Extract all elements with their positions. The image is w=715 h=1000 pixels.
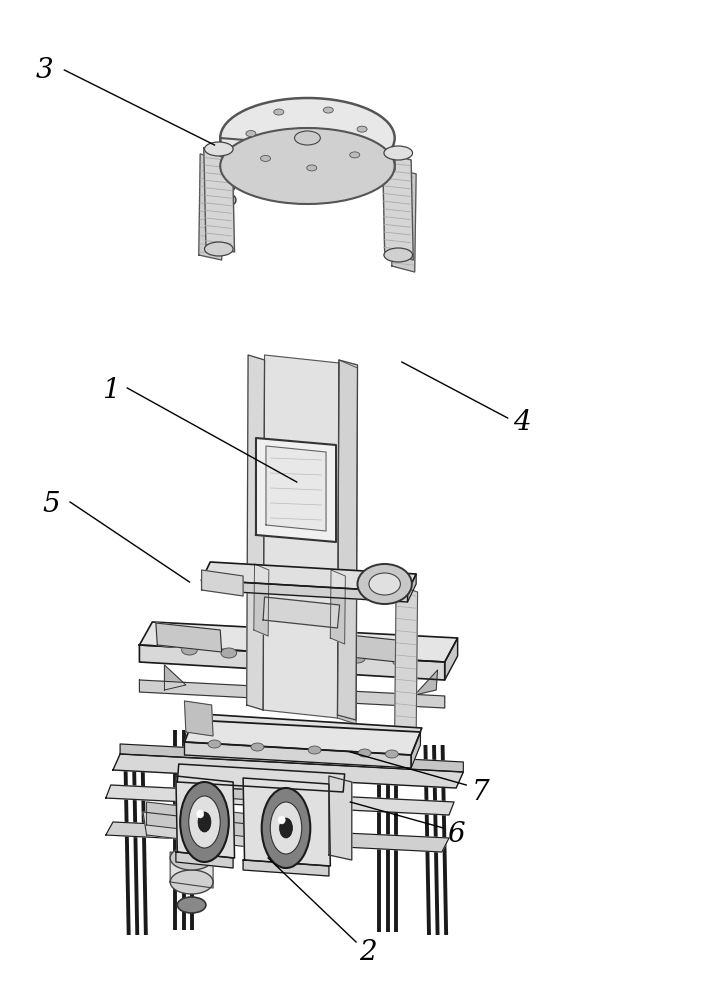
Polygon shape	[392, 168, 416, 272]
Polygon shape	[408, 574, 416, 602]
Polygon shape	[247, 355, 265, 710]
Polygon shape	[202, 580, 408, 602]
Polygon shape	[113, 754, 463, 788]
Polygon shape	[204, 148, 235, 252]
Polygon shape	[177, 764, 345, 792]
Polygon shape	[445, 638, 458, 680]
Ellipse shape	[204, 242, 233, 256]
Ellipse shape	[358, 749, 371, 757]
Ellipse shape	[221, 648, 237, 658]
Ellipse shape	[295, 131, 320, 145]
Ellipse shape	[222, 194, 236, 206]
Ellipse shape	[198, 812, 211, 832]
Polygon shape	[254, 564, 269, 636]
Ellipse shape	[189, 796, 220, 848]
Ellipse shape	[357, 126, 367, 132]
Polygon shape	[156, 623, 222, 652]
Ellipse shape	[170, 870, 213, 894]
Ellipse shape	[177, 897, 206, 913]
Text: 6: 6	[448, 822, 465, 848]
Ellipse shape	[197, 810, 204, 818]
Polygon shape	[202, 562, 416, 592]
Polygon shape	[329, 776, 352, 860]
Polygon shape	[139, 645, 445, 680]
Ellipse shape	[330, 181, 345, 193]
Polygon shape	[243, 860, 329, 876]
Ellipse shape	[246, 131, 256, 137]
Ellipse shape	[358, 564, 412, 604]
Ellipse shape	[280, 818, 292, 838]
Ellipse shape	[220, 128, 395, 204]
Ellipse shape	[260, 155, 270, 161]
Polygon shape	[143, 812, 257, 848]
Text: 3: 3	[36, 56, 53, 84]
Ellipse shape	[204, 142, 233, 156]
Text: 7: 7	[472, 778, 489, 806]
Ellipse shape	[350, 653, 365, 663]
Ellipse shape	[220, 98, 395, 178]
Polygon shape	[179, 772, 330, 795]
Ellipse shape	[208, 740, 221, 748]
Text: 2: 2	[360, 938, 377, 966]
Ellipse shape	[270, 628, 352, 676]
Ellipse shape	[282, 636, 340, 668]
Ellipse shape	[307, 165, 317, 171]
Polygon shape	[106, 822, 449, 852]
Polygon shape	[193, 714, 422, 748]
Polygon shape	[199, 154, 223, 260]
Ellipse shape	[170, 846, 213, 870]
Polygon shape	[164, 665, 186, 690]
Ellipse shape	[384, 146, 413, 160]
Polygon shape	[266, 446, 326, 531]
Ellipse shape	[270, 802, 302, 854]
Ellipse shape	[350, 152, 360, 158]
Polygon shape	[120, 744, 463, 772]
Polygon shape	[176, 776, 235, 858]
Ellipse shape	[182, 645, 197, 655]
Polygon shape	[383, 152, 413, 260]
Text: 1: 1	[102, 376, 119, 403]
Ellipse shape	[369, 573, 400, 595]
Polygon shape	[177, 785, 329, 805]
Polygon shape	[395, 585, 418, 738]
Polygon shape	[256, 438, 336, 542]
Polygon shape	[139, 680, 445, 708]
Polygon shape	[263, 355, 339, 718]
Polygon shape	[349, 635, 416, 664]
Text: 4: 4	[513, 408, 531, 436]
Ellipse shape	[385, 750, 398, 758]
Ellipse shape	[285, 186, 299, 198]
Ellipse shape	[278, 816, 285, 824]
Polygon shape	[263, 597, 340, 628]
Polygon shape	[147, 802, 257, 838]
Polygon shape	[411, 732, 420, 768]
Polygon shape	[170, 852, 213, 888]
Polygon shape	[184, 701, 213, 736]
Ellipse shape	[262, 788, 310, 868]
Polygon shape	[202, 570, 243, 596]
Ellipse shape	[384, 248, 413, 262]
Polygon shape	[193, 734, 413, 762]
Polygon shape	[184, 742, 411, 768]
Polygon shape	[184, 720, 420, 755]
Polygon shape	[139, 622, 458, 662]
Ellipse shape	[323, 107, 333, 113]
Ellipse shape	[274, 109, 284, 115]
Polygon shape	[106, 785, 454, 815]
Polygon shape	[220, 138, 395, 170]
Ellipse shape	[251, 743, 264, 751]
Ellipse shape	[308, 746, 321, 754]
Polygon shape	[330, 570, 345, 644]
Polygon shape	[176, 852, 233, 868]
Polygon shape	[243, 778, 330, 866]
Ellipse shape	[393, 656, 408, 666]
Polygon shape	[337, 360, 358, 724]
Polygon shape	[415, 670, 438, 695]
Text: 5: 5	[43, 491, 60, 518]
Ellipse shape	[180, 782, 229, 862]
Polygon shape	[337, 360, 358, 720]
